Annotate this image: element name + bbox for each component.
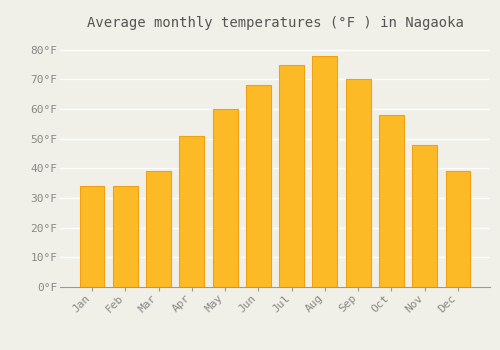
Bar bbox=[113, 186, 138, 287]
Bar bbox=[212, 109, 238, 287]
Bar bbox=[346, 79, 370, 287]
Bar bbox=[379, 115, 404, 287]
Bar bbox=[312, 56, 338, 287]
Bar bbox=[446, 172, 470, 287]
Bar bbox=[279, 65, 304, 287]
Bar bbox=[246, 85, 271, 287]
Bar bbox=[180, 136, 204, 287]
Bar bbox=[80, 186, 104, 287]
Title: Average monthly temperatures (°F ) in Nagaoka: Average monthly temperatures (°F ) in Na… bbox=[86, 16, 464, 30]
Bar bbox=[146, 172, 171, 287]
Bar bbox=[412, 145, 437, 287]
